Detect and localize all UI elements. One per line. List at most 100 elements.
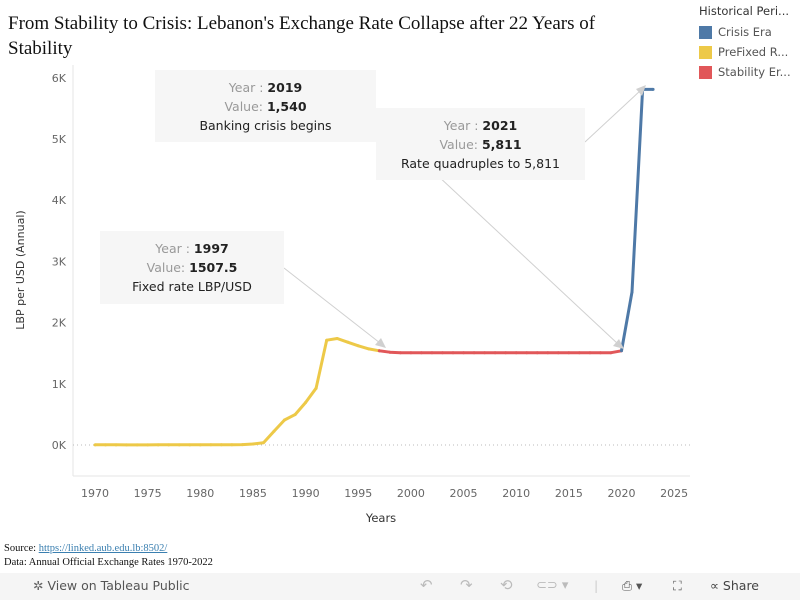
x-tick-label: 2010 xyxy=(502,487,530,500)
legend-swatch xyxy=(699,45,712,59)
legend-swatch xyxy=(699,25,712,39)
connector-1997 xyxy=(283,267,381,344)
data-point[interactable] xyxy=(609,351,613,355)
footer-source: Source: https://linked.aub.edu.lb:8502/ … xyxy=(4,542,213,570)
series-line-2[interactable] xyxy=(620,87,654,352)
x-tick-label: 2000 xyxy=(397,487,425,500)
annotation-1997: Year : 1997 Value: 1507.5 Fixed rate LBP… xyxy=(100,231,284,304)
series-line-0[interactable] xyxy=(95,337,380,447)
tableau-toolbar: ✲ View on Tableau Public ↶ ↷ ⟲ ⊂⊃ ▾ | ⎙ … xyxy=(0,573,800,600)
data-point[interactable] xyxy=(261,441,265,445)
data-point[interactable] xyxy=(462,351,466,355)
toolbar-divider: | xyxy=(594,578,599,593)
data-point[interactable] xyxy=(177,443,181,447)
share-icon: ∝ xyxy=(710,578,719,593)
refresh-button[interactable]: ⊂⊃ ▾ xyxy=(536,578,569,593)
data-point[interactable] xyxy=(272,429,276,433)
y-axis-label: LBP per USD (Annual) xyxy=(14,210,27,329)
download-button[interactable]: ⎙ ▾ xyxy=(622,578,643,593)
arrowhead xyxy=(636,85,646,96)
data-point[interactable] xyxy=(314,386,318,390)
revert-button[interactable]: ⟲ xyxy=(500,576,513,594)
arrowhead xyxy=(375,338,386,348)
x-tick-label: 1970 xyxy=(81,487,109,500)
data-point[interactable] xyxy=(156,443,160,447)
x-axis-label: Years xyxy=(365,511,396,525)
x-tick-label: 1975 xyxy=(134,487,162,500)
download-icon: ⎙ xyxy=(622,578,633,593)
y-tick-label: 4K xyxy=(52,194,67,207)
data-point[interactable] xyxy=(356,344,360,348)
series-line-1[interactable] xyxy=(379,349,622,355)
data-point[interactable] xyxy=(440,351,444,355)
data-point[interactable] xyxy=(93,443,97,447)
share-button[interactable]: ∝ Share xyxy=(710,578,759,593)
legend: Historical Peri... Crisis Era PreFixed R… xyxy=(699,4,791,82)
legend-swatch xyxy=(699,65,712,79)
data-point[interactable] xyxy=(377,349,381,353)
tableau-logo-icon: ✲ xyxy=(33,578,44,593)
data-point[interactable] xyxy=(219,443,223,447)
data-point[interactable] xyxy=(483,351,487,355)
data-point[interactable] xyxy=(146,443,150,447)
data-point[interactable] xyxy=(630,290,634,294)
data-point[interactable] xyxy=(325,338,329,342)
data-point[interactable] xyxy=(114,443,118,447)
data-point[interactable] xyxy=(409,351,413,355)
y-tick-label: 5K xyxy=(52,133,67,146)
data-point[interactable] xyxy=(398,351,402,355)
annotation-2021: Year : 2021 Value: 5,811 Rate quadruples… xyxy=(376,108,585,180)
data-point[interactable] xyxy=(451,351,455,355)
data-point[interactable] xyxy=(598,351,602,355)
y-tick-label: 1K xyxy=(52,378,67,391)
arrowhead xyxy=(613,339,624,349)
data-point[interactable] xyxy=(293,413,297,417)
data-point[interactable] xyxy=(620,349,623,353)
data-point[interactable] xyxy=(198,443,202,447)
data-point[interactable] xyxy=(419,351,423,355)
data-point[interactable] xyxy=(577,351,581,355)
x-tick-label: 2005 xyxy=(450,487,478,500)
legend-item-stability[interactable]: Stability Er... xyxy=(699,62,791,82)
data-point[interactable] xyxy=(188,443,192,447)
legend-label: Stability Er... xyxy=(718,65,791,79)
data-point[interactable] xyxy=(388,350,392,354)
data-point[interactable] xyxy=(535,351,539,355)
view-on-tableau-button[interactable]: ✲ View on Tableau Public xyxy=(33,578,190,593)
data-point[interactable] xyxy=(283,418,287,422)
data-point[interactable] xyxy=(104,443,108,447)
data-point[interactable] xyxy=(125,443,129,447)
x-tick-label: 2015 xyxy=(555,487,583,500)
data-point[interactable] xyxy=(209,443,213,447)
data-point[interactable] xyxy=(167,443,171,447)
share-label: Share xyxy=(722,578,759,593)
data-point[interactable] xyxy=(367,347,371,351)
data-point[interactable] xyxy=(493,351,497,355)
data-point[interactable] xyxy=(346,340,350,344)
arrowheads xyxy=(375,85,646,349)
fullscreen-icon: ⛶ xyxy=(673,578,682,593)
data-point[interactable] xyxy=(651,87,655,91)
undo-button[interactable]: ↶ xyxy=(420,576,433,594)
legend-item-prefixed[interactable]: PreFixed R... xyxy=(699,42,791,62)
data-point[interactable] xyxy=(135,443,139,447)
data-point[interactable] xyxy=(430,351,434,355)
data-point[interactable] xyxy=(504,351,508,355)
data-point[interactable] xyxy=(525,351,529,355)
fullscreen-button[interactable]: ⛶ xyxy=(673,578,682,594)
data-point[interactable] xyxy=(251,442,255,446)
source-label: Source: xyxy=(4,543,37,554)
data-point[interactable] xyxy=(567,351,571,355)
data-point[interactable] xyxy=(240,443,244,447)
data-point[interactable] xyxy=(514,351,518,355)
data-point[interactable] xyxy=(472,351,476,355)
redo-button[interactable]: ↷ xyxy=(460,576,473,594)
data-point[interactable] xyxy=(546,351,550,355)
data-point[interactable] xyxy=(230,443,234,447)
data-point[interactable] xyxy=(588,351,592,355)
data-point[interactable] xyxy=(335,336,339,340)
source-link[interactable]: https://linked.aub.edu.lb:8502/ xyxy=(38,543,168,554)
data-point[interactable] xyxy=(556,351,560,355)
data-point[interactable] xyxy=(304,400,308,404)
legend-item-crisis[interactable]: Crisis Era xyxy=(699,22,791,42)
